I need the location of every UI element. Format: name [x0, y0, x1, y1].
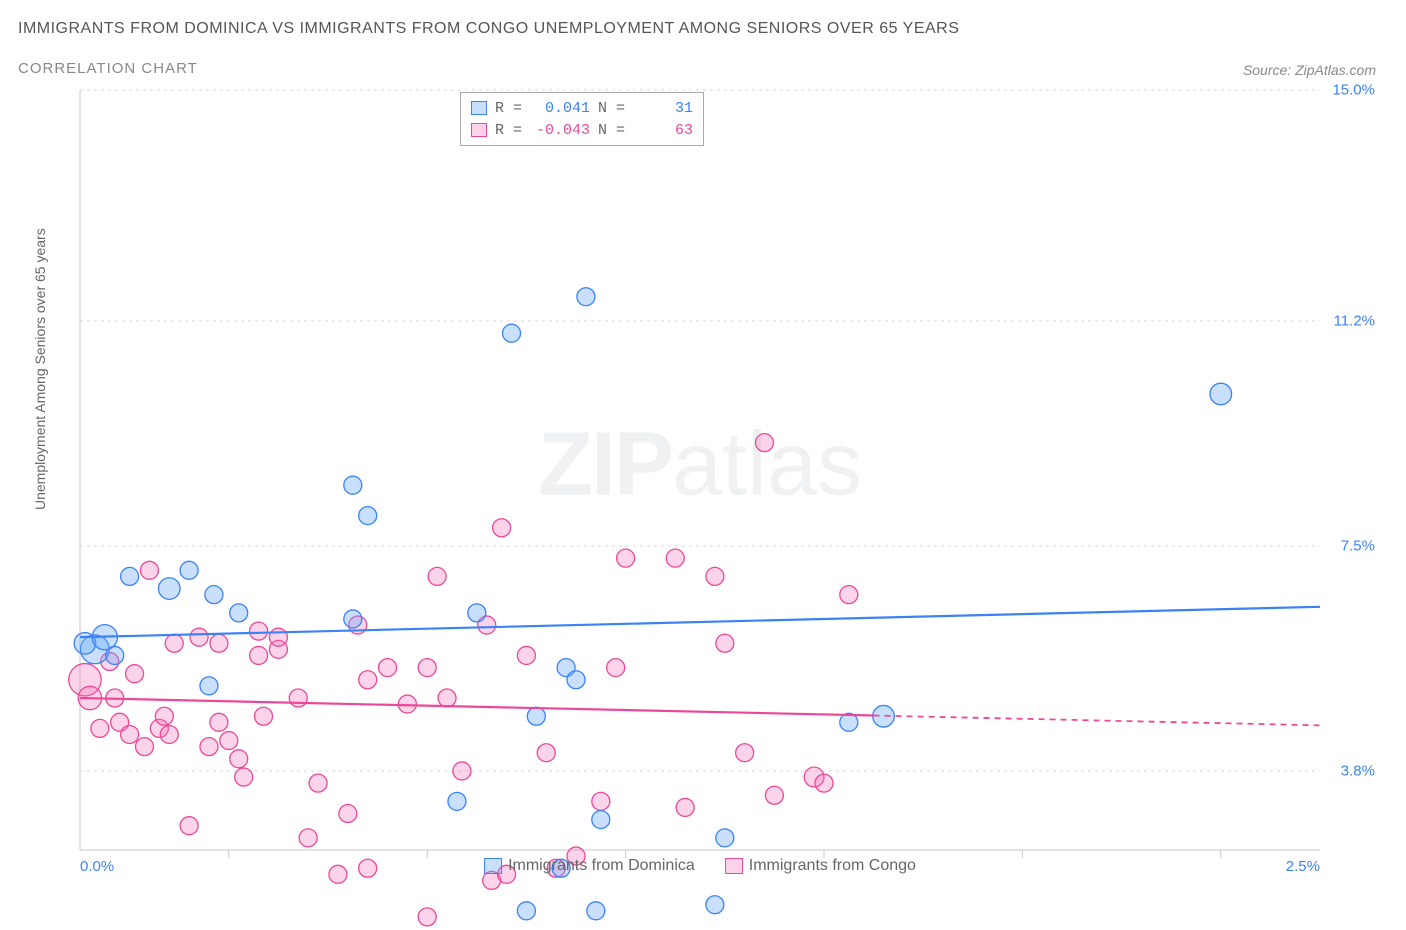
chart-title: IMMIGRANTS FROM DOMINICA VS IMMIGRANTS F… [18, 20, 959, 38]
stats-row-b: R = -0.043 N = 63 [471, 119, 693, 141]
series-b-trend-ext [874, 716, 1320, 726]
legend-label-a: Immigrants from Dominica [508, 857, 695, 875]
r-label-b: R = [495, 122, 522, 139]
y-tick-label: 7.5% [1341, 538, 1375, 555]
stats-row-a: R = 0.041 N = 31 [471, 97, 693, 119]
legend-item-a: Immigrants from Dominica [484, 857, 695, 875]
swatch-b [471, 123, 487, 137]
y-tick-label: 3.8% [1341, 762, 1375, 779]
y-tick-label: 11.2% [1334, 313, 1375, 330]
r-label-a: R = [495, 100, 522, 117]
plot-area: ZIPatlas R = 0.041 N = 31 R = -0.043 N =… [80, 90, 1320, 850]
legend-swatch-b [725, 858, 743, 874]
chart-source: Source: ZipAtlas.com [1243, 62, 1376, 78]
legend-item-b: Immigrants from Congo [725, 857, 916, 875]
swatch-a [471, 101, 487, 115]
legend-label-b: Immigrants from Congo [749, 857, 916, 875]
source-label: Source: [1243, 62, 1291, 78]
x-tick-label: 2.5% [1286, 858, 1320, 875]
scatter-plot [80, 90, 1320, 850]
series-a-trend [80, 607, 1320, 637]
n-label-a: N = [598, 100, 625, 117]
legend-swatch-a [484, 858, 502, 874]
series-b-trend [80, 698, 874, 716]
y-tick-label: 15.0% [1332, 82, 1375, 99]
chart-subtitle: CORRELATION CHART [18, 60, 198, 77]
n-value-b: 63 [633, 122, 693, 139]
chart-container: Unemployment Among Seniors over 65 years… [50, 90, 1370, 880]
r-value-b: -0.043 [530, 122, 590, 139]
x-tick-label: 0.0% [80, 858, 114, 875]
series-b-points [69, 434, 858, 926]
y-axis-label: Unemployment Among Seniors over 65 years [32, 228, 48, 510]
n-label-b: N = [598, 122, 625, 139]
stats-legend: R = 0.041 N = 31 R = -0.043 N = 63 [460, 92, 704, 146]
bottom-legend: Immigrants from Dominica Immigrants from… [484, 857, 916, 875]
n-value-a: 31 [633, 100, 693, 117]
source-name: ZipAtlas.com [1295, 62, 1376, 78]
r-value-a: 0.041 [530, 100, 590, 117]
series-a-points [74, 288, 1231, 920]
